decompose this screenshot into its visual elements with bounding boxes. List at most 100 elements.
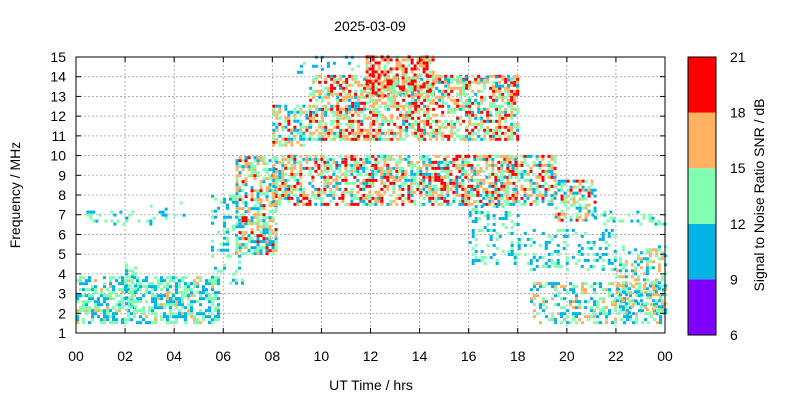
snr-point [268, 240, 272, 244]
snr-point [507, 113, 511, 117]
snr-point [103, 309, 106, 313]
snr-point [419, 181, 423, 185]
snr-point [498, 86, 502, 90]
snr-point [256, 219, 260, 223]
snr-point [354, 107, 358, 111]
snr-point [593, 206, 597, 210]
snr-point [386, 175, 390, 179]
snr-point [377, 94, 381, 98]
snr-point [308, 199, 312, 203]
snr-point [94, 312, 97, 316]
snr-point [240, 197, 244, 201]
snr-point [506, 166, 510, 170]
snr-point [486, 75, 490, 79]
snr-point [118, 276, 121, 280]
snr-point [514, 163, 518, 167]
snr-point [618, 275, 622, 279]
snr-point [544, 190, 548, 194]
snr-point [464, 190, 468, 194]
snr-point [366, 101, 370, 105]
snr-point [311, 178, 315, 182]
snr-point [344, 178, 348, 182]
snr-point [470, 202, 474, 206]
snr-point [278, 104, 282, 108]
snr-point [492, 101, 496, 105]
snr-point [386, 166, 390, 170]
snr-point [299, 160, 303, 164]
snr-point [480, 137, 484, 141]
snr-point [330, 110, 334, 114]
snr-point [293, 110, 297, 114]
snr-point [287, 140, 291, 144]
snr-point [538, 172, 542, 176]
snr-point [444, 74, 448, 78]
snr-point [479, 181, 483, 185]
snr-point [211, 282, 214, 286]
snr-point [178, 309, 181, 313]
snr-point [510, 107, 514, 111]
snr-point [422, 64, 426, 68]
snr-point [516, 74, 520, 78]
snr-point [272, 172, 276, 176]
snr-point [333, 86, 337, 90]
snr-point [447, 107, 451, 111]
snr-point [638, 309, 642, 313]
snr-point [368, 172, 372, 176]
snr-point [581, 288, 585, 292]
snr-point [526, 193, 530, 197]
snr-point [642, 216, 646, 220]
snr-point [586, 252, 590, 256]
snr-point [413, 94, 417, 98]
snr-point [342, 131, 346, 135]
snr-point [326, 64, 330, 68]
snr-point [504, 116, 508, 120]
snr-point [446, 172, 450, 176]
snr-point [587, 318, 591, 322]
snr-point [222, 197, 226, 201]
snr-point [407, 190, 411, 194]
snr-point [547, 166, 551, 170]
snr-point [431, 79, 435, 83]
snr-point [128, 305, 132, 309]
snr-point [259, 207, 263, 211]
snr-point [290, 175, 294, 179]
snr-point [431, 178, 435, 182]
snr-point [172, 312, 175, 316]
snr-point [336, 125, 340, 129]
snr-point [151, 288, 154, 292]
snr-point [244, 177, 248, 181]
snr-point [563, 182, 567, 186]
snr-point [281, 125, 285, 129]
snr-point [520, 196, 524, 200]
snr-point [635, 282, 639, 286]
snr-point [362, 193, 366, 197]
snr-point [444, 101, 448, 105]
snr-point [657, 281, 661, 285]
snr-point [455, 166, 459, 170]
snr-point [440, 196, 444, 200]
snr-point [434, 166, 438, 170]
snr-point [296, 140, 300, 144]
snr-point [333, 119, 337, 123]
snr-point [410, 178, 414, 182]
snr-point [166, 303, 169, 307]
snr-point [507, 211, 511, 214]
snr-point [244, 210, 248, 214]
snr-point [377, 76, 381, 80]
snr-point [389, 85, 393, 89]
snr-point [238, 186, 242, 190]
snr-point [572, 200, 576, 204]
snr-point [510, 128, 514, 132]
snr-point [281, 166, 285, 170]
snr-point [360, 92, 364, 96]
snr-point [299, 113, 303, 117]
snr-point [323, 178, 327, 182]
snr-point [435, 113, 439, 117]
snr-point [467, 154, 471, 158]
snr-point [569, 191, 573, 195]
snr-point [511, 163, 515, 167]
snr-point [550, 196, 554, 200]
snr-point [650, 303, 654, 307]
snr-point [268, 216, 272, 220]
snr-point [323, 169, 327, 173]
